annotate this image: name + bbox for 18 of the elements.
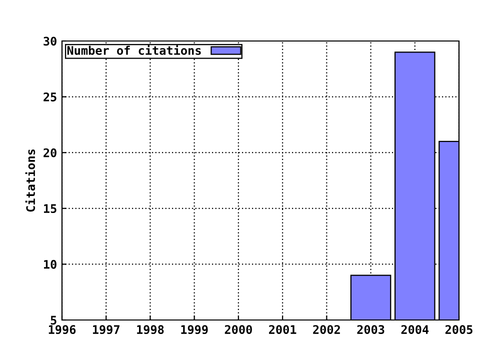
x-tick-label: 2000 [224,325,252,334]
y-tick-label: 20 [44,148,56,158]
x-tick-label: 1997 [92,325,120,334]
y-tick-label: 15 [44,204,56,214]
y-tick-label: 25 [44,92,56,102]
x-tick-label: 2002 [313,325,340,334]
x-tick-label: 1996 [48,325,76,334]
y-tick-label: 10 [44,260,56,269]
y-tick-label: 5 [50,316,56,325]
x-tick-label: 2004 [401,325,429,334]
y-tick-label: 30 [44,36,56,46]
x-tick-label: 1999 [181,325,208,334]
x-tick-label: 2003 [357,325,384,334]
legend-label: Number of citations [67,45,201,55]
x-tick-label: 2001 [269,325,296,334]
x-tick-label: 2005 [445,325,472,334]
y-axis-title: Citations [25,149,36,212]
x-tick-label: 1998 [137,325,164,334]
